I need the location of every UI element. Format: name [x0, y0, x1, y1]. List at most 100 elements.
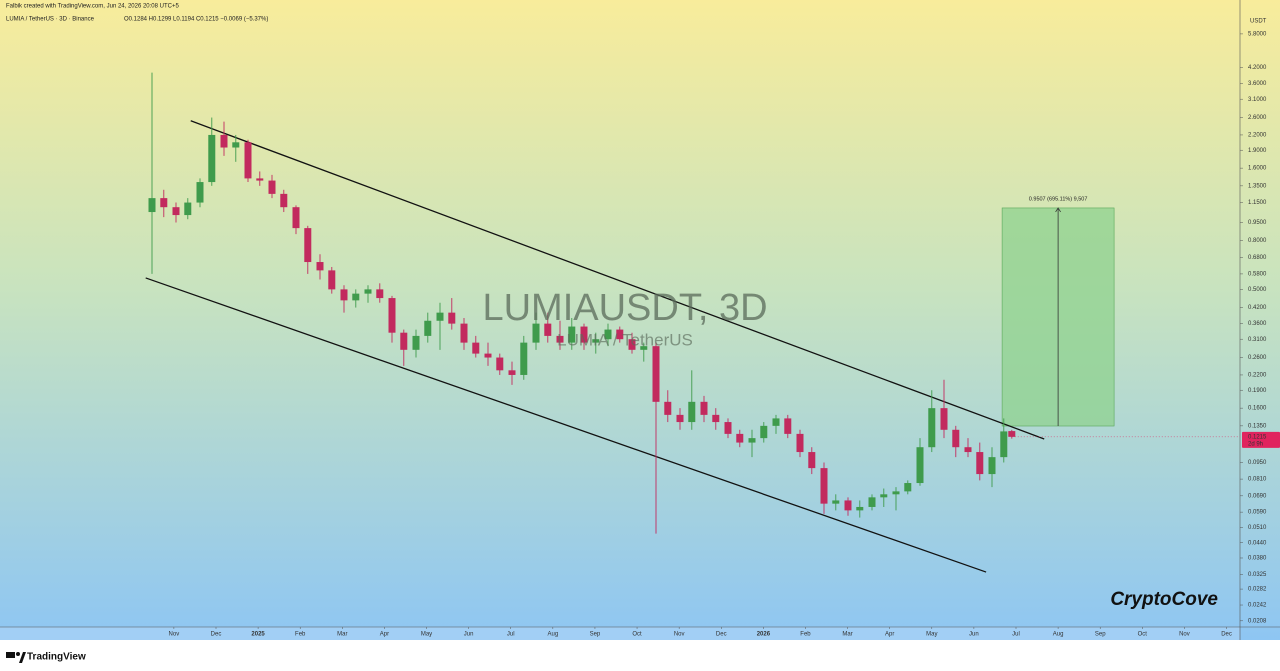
candle-body: [724, 422, 732, 434]
candle-body: [376, 289, 384, 299]
y-tick-label: 0.1350: [1248, 423, 1267, 429]
y-tick-label: 1.3500: [1248, 183, 1267, 189]
y-tick-label: 0.0208: [1248, 618, 1267, 624]
y-tick-label: 4.2000: [1248, 65, 1267, 71]
header: Falbik created with TradingView.com, Jun…: [6, 4, 179, 10]
y-tick-label: 1.6000: [1248, 166, 1267, 172]
candle-body: [568, 326, 576, 343]
x-tick-label: 2026: [757, 632, 771, 638]
y-tick-label: 1.1500: [1248, 200, 1267, 206]
candle-body: [292, 207, 300, 229]
y-tick-label: 0.1600: [1248, 406, 1267, 412]
x-tick-label: Apr: [380, 632, 389, 638]
candle-body: [196, 182, 204, 203]
x-tick-label: Nov: [1179, 632, 1190, 638]
currency: USDT: [1250, 19, 1267, 25]
candle-body: [676, 414, 684, 423]
countdown: 2d 9h: [1248, 441, 1263, 447]
y-tick-label: 0.0282: [1248, 587, 1267, 593]
candle-body: [628, 339, 636, 350]
candle-body: [892, 491, 900, 495]
candle-body: [148, 198, 156, 213]
candle-body: [244, 142, 252, 179]
x-tick-label: Sep: [590, 632, 601, 638]
candle-body: [820, 468, 828, 504]
symbol: LUMIA / TetherUS · 3D · Binance: [6, 17, 95, 23]
y-tick-label: 5.8000: [1248, 31, 1267, 37]
y-tick-label: 0.5800: [1248, 271, 1267, 277]
candle-body: [472, 342, 480, 354]
brand-logo: TradingView: [6, 652, 86, 663]
measure-label: 0.9507 (695.11%) 9,507: [1029, 196, 1088, 202]
candle-body: [496, 357, 504, 371]
x-tick-label: Mar: [337, 632, 347, 638]
candle-body: [448, 312, 456, 324]
candle-body: [940, 408, 948, 430]
logo-slash: [19, 652, 26, 663]
candle-body: [256, 178, 264, 181]
x-tick-label: Aug: [547, 632, 558, 638]
candle-body: [412, 335, 420, 350]
candle-body: [952, 429, 960, 448]
trendline: [190, 120, 1045, 440]
candle-body: [232, 142, 240, 148]
x-tick-label: Oct: [632, 632, 642, 638]
candle-body: [592, 339, 600, 343]
watermark-sub: LUMIA / TetherUS: [557, 330, 693, 349]
candle-body: [328, 270, 336, 290]
candle-body: [964, 447, 972, 453]
candle-body: [640, 346, 648, 350]
y-tick-label: 0.1900: [1248, 388, 1267, 394]
x-tick-label: Oct: [1138, 632, 1148, 638]
candle-body: [208, 134, 216, 183]
x-tick-label: Sep: [1095, 632, 1106, 638]
logo-bar: [6, 652, 15, 658]
watermark: LUMIAUSDT, 3D: [482, 287, 767, 329]
candle-body: [916, 447, 924, 484]
candle-body: [304, 228, 312, 263]
candle-body: [604, 329, 612, 340]
measure-arrowhead: [1055, 207, 1061, 213]
candle-body: [520, 342, 528, 375]
candle-body: [796, 433, 804, 453]
candle-body: [280, 193, 288, 208]
candle-body: [556, 335, 564, 343]
y-tick-label: 0.5000: [1248, 287, 1267, 293]
y-tick-label: 0.6800: [1248, 255, 1267, 261]
candle-body: [832, 500, 840, 504]
candle-body: [316, 262, 324, 271]
y-tick-label: 0.0590: [1248, 510, 1267, 516]
last-price-label: 0.1215: [1248, 434, 1267, 440]
candle-body: [220, 134, 228, 148]
y-tick-label: 1.9000: [1248, 148, 1267, 154]
candle-body: [904, 483, 912, 492]
signature: CryptoCove: [1110, 589, 1218, 610]
x-tick-label: Dec: [211, 632, 222, 638]
y-tick-label: 0.3100: [1248, 337, 1267, 343]
candle-body: [1008, 431, 1016, 437]
last-price-tag: [1242, 431, 1280, 448]
candle-body: [988, 457, 996, 475]
candle-body: [532, 323, 540, 343]
candle-body: [700, 401, 708, 415]
y-tick-label: 0.8000: [1248, 238, 1267, 244]
candle-body: [784, 418, 792, 434]
candle-body: [340, 289, 348, 301]
candle-body: [580, 326, 588, 343]
x-tick-label: 2025: [251, 632, 265, 638]
candle-body: [352, 293, 360, 301]
y-tick-label: 0.4200: [1248, 305, 1267, 311]
y-tick-label: 0.0242: [1248, 603, 1267, 609]
candle-body: [268, 180, 276, 194]
candle-body: [160, 198, 168, 208]
candle-body: [748, 438, 756, 443]
y-tick-label: 0.2600: [1248, 355, 1267, 361]
candle-body: [880, 494, 888, 498]
x-tick-label: Mar: [842, 632, 852, 638]
candle-body: [400, 332, 408, 350]
candle-body: [616, 329, 624, 340]
candle-body: [808, 452, 816, 469]
x-tick-label: Aug: [1053, 632, 1064, 638]
